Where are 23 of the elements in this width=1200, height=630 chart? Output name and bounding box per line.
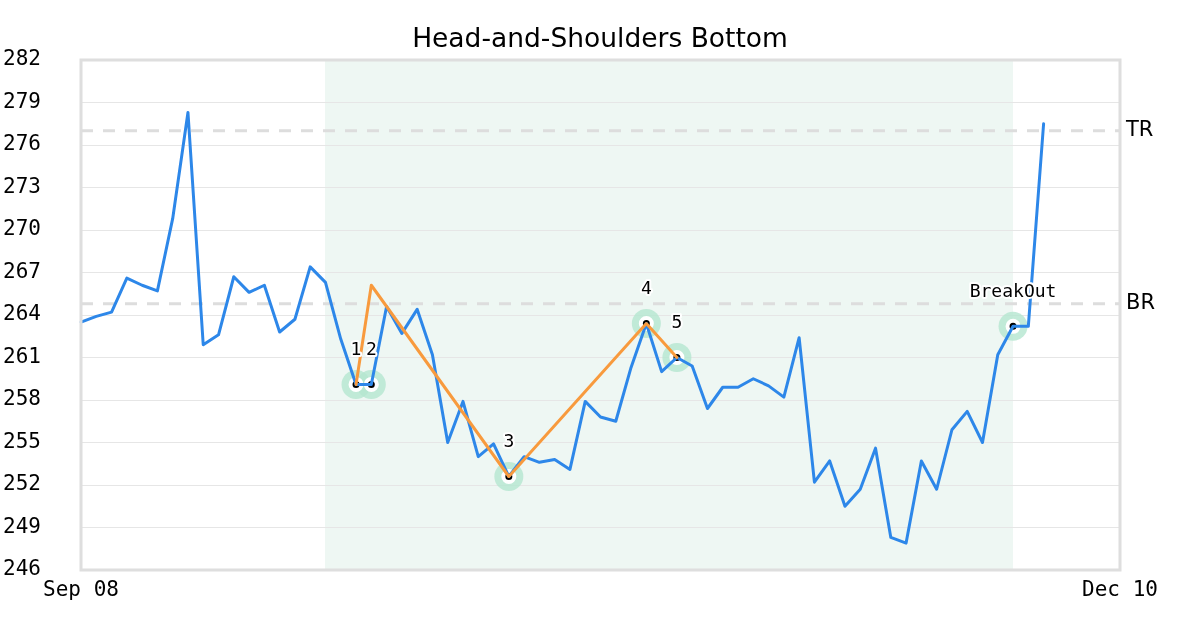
ref-line-label: BR <box>1126 290 1155 315</box>
chart-title: Head-and-Shoulders Bottom <box>412 21 788 53</box>
y-tick-label: 264 <box>3 301 41 326</box>
y-tick-label: 273 <box>3 173 41 198</box>
y-tick-label: 282 <box>3 46 41 71</box>
y-tick-label: 261 <box>3 343 41 368</box>
y-tick-label: 270 <box>3 216 41 241</box>
x-tick-label: Sep 08 <box>43 577 119 602</box>
annotation: 2 <box>365 338 377 360</box>
x-tick-label: Dec 10 <box>1082 577 1158 602</box>
y-tick-label: 249 <box>3 513 41 538</box>
ref-line-label: TR <box>1125 117 1154 142</box>
annotation: 3 <box>503 430 515 452</box>
annotation: 1 <box>350 338 362 360</box>
y-tick-label: 255 <box>3 428 41 453</box>
annotation: 4 <box>640 277 652 299</box>
y-tick-label: 279 <box>3 88 41 113</box>
annotation: 5 <box>671 311 683 333</box>
y-tick-label: 276 <box>3 131 41 156</box>
y-tick-label: 258 <box>3 386 41 411</box>
y-tick-label: 267 <box>3 258 41 283</box>
y-tick-label: 246 <box>3 556 41 581</box>
y-tick-label: 252 <box>3 471 41 496</box>
